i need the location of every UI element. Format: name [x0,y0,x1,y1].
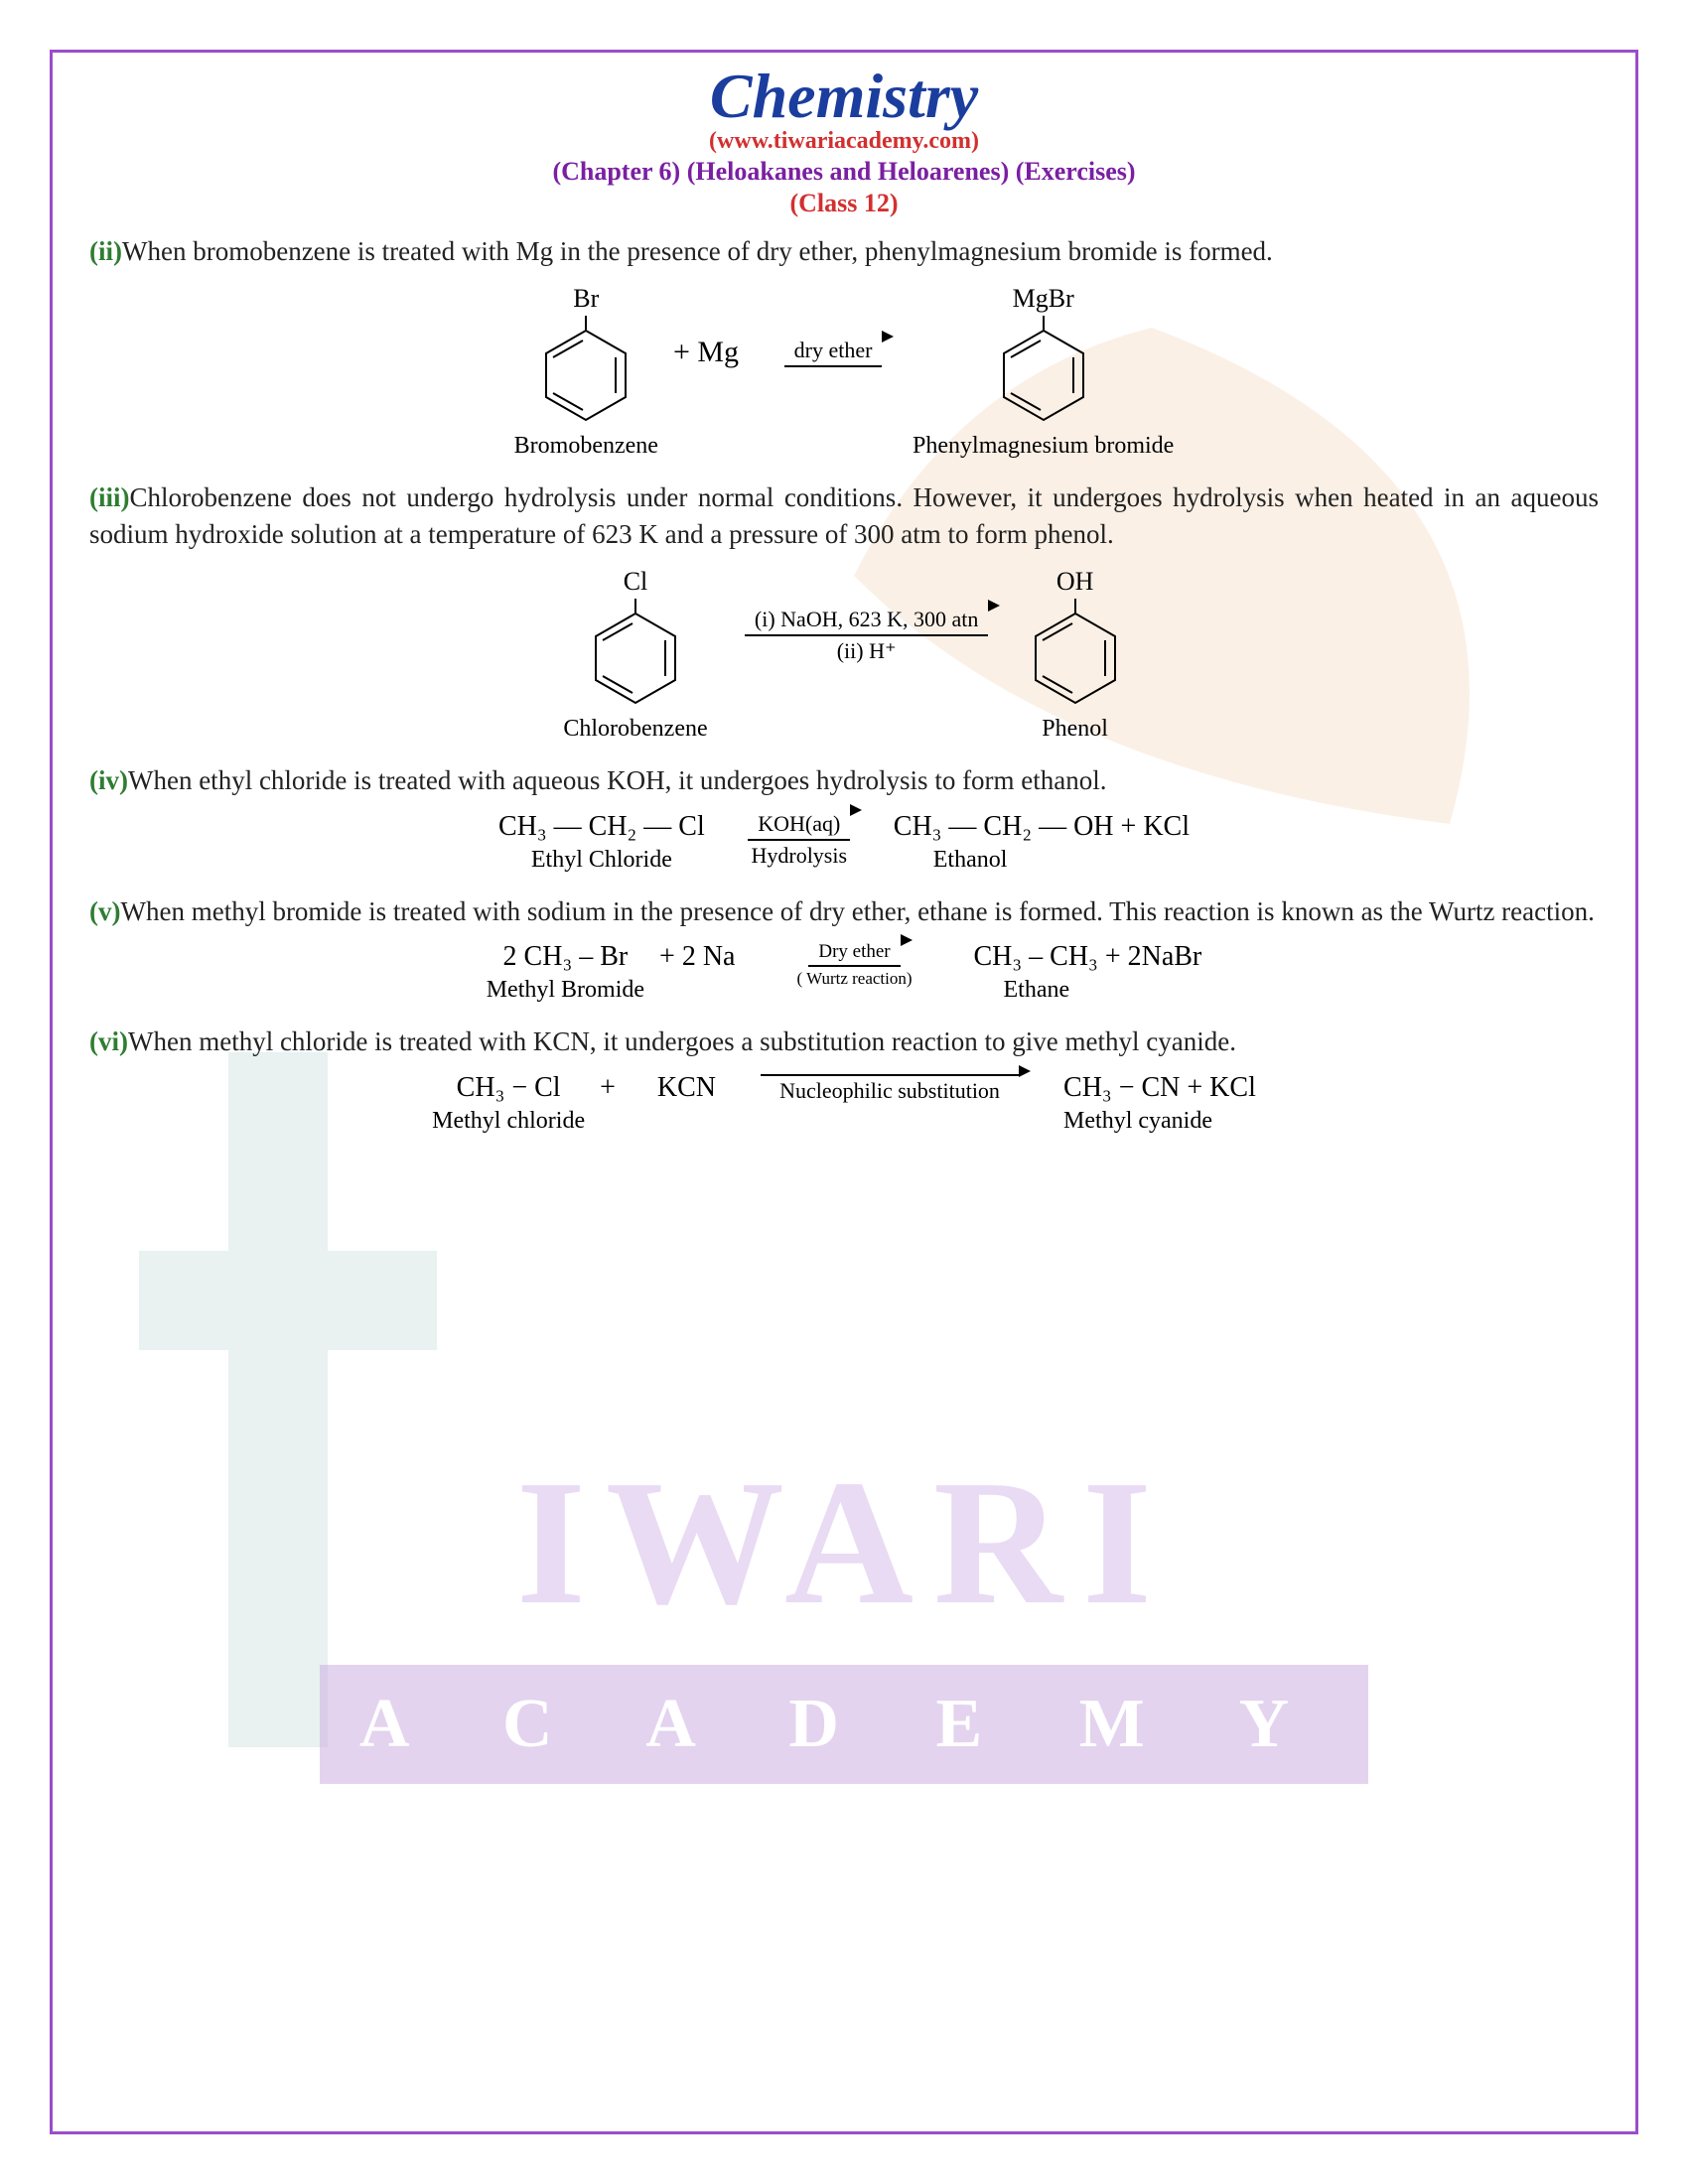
product-vi-caption: Methyl cyanide [1063,1108,1212,1135]
website-link[interactable]: (www.tiwariacademy.com) [89,128,1599,155]
item-vi-equation: CH₃ − Cl Methyl chloride + KCN Nucleophi… [89,1072,1599,1135]
item-ii-diagram: Br Bromobenzene + Mg dry ether MgBr [89,284,1599,460]
item-iii: (iii)Chlorobenzene does not undergo hydr… [89,479,1599,743]
benzene-icon [1026,599,1125,708]
reactant-vi-formula: CH₃ − Cl [457,1072,561,1104]
item-ii-num: (ii) [89,236,122,266]
reagent-v-formula: + 2 Na [659,941,735,973]
product-v: CH₃ – CH₃ + 2NaBr Ethane [974,941,1202,1004]
benzene-icon [994,316,1093,425]
item-vi-num: (vi) [89,1026,128,1056]
reactant-ii-top: Br [573,284,599,314]
reactant-iv-formula: CH₃ — CH₂ — Cl [498,811,705,843]
arrow-iii: (i) NaOH, 623 K, 300 atn (ii) H⁺ [728,607,1006,664]
arrow-v-bottom: ( Wurtz reaction) [786,967,921,989]
reactant-vi-caption: Methyl chloride [432,1108,585,1135]
reagent-v: + 2 Na [659,941,735,973]
item-vi: (vi)When methyl chloride is treated with… [89,1024,1599,1134]
reactant-iv-caption: Ethyl Chloride [531,847,672,874]
product-iv-formula: CH₃ — CH₂ — OH + KCl [894,811,1190,843]
benzene-icon [586,599,685,708]
product-vi-formula: CH₃ − CN + KCl [1063,1072,1256,1104]
arrow-iii-top: (i) NaOH, 623 K, 300 atn [745,607,988,636]
item-iv: (iv)When ethyl chloride is treated with … [89,762,1599,873]
arrow-iv-top: KOH(aq) [748,811,850,841]
reagent-vi-formula: + KCN [600,1072,716,1104]
item-ii-text: (ii)When bromobenzene is treated with Mg… [89,233,1599,269]
reactant-v: 2 CH₃ – Br Methyl Bromide [487,941,644,1004]
item-ii: (ii)When bromobenzene is treated with Mg… [89,233,1599,460]
product-ii: MgBr Phenylmagnesium bromide [913,284,1174,460]
content: Chemistry (www.tiwariacademy.com) (Chapt… [89,60,1599,1155]
reactant-v-caption: Methyl Bromide [487,977,644,1004]
product-iii-top: OH [1056,567,1094,597]
reactant-iii: Cl Chlorobenzene [563,567,707,743]
page-title: Chemistry [89,60,1599,133]
reactant-v-formula: 2 CH₃ – Br [503,941,629,973]
chapter-info: (Chapter 6) (Heloakanes and Heloarenes) … [89,157,1599,187]
arrow-iv-bottom: Hydrolysis [741,841,857,869]
reactant-iv: CH₃ — CH₂ — Cl Ethyl Chloride [498,811,705,874]
arrow-vi-top [761,1072,1019,1076]
item-iv-equation: CH₃ — CH₂ — Cl Ethyl Chloride KOH(aq) Hy… [89,811,1599,874]
arrow-ii-top: dry ether [784,338,883,367]
arrow-vi-bottom: Nucleophilic substitution [770,1076,1010,1104]
item-iii-text: (iii)Chlorobenzene does not undergo hydr… [89,479,1599,552]
benzene-icon [536,316,635,425]
item-iii-num: (iii) [89,482,130,512]
arrow-iv: KOH(aq) Hydrolysis [740,811,859,869]
reactant-ii-caption: Bromobenzene [514,433,658,460]
item-iv-text: (iv)When ethyl chloride is treated with … [89,762,1599,798]
product-ii-caption: Phenylmagnesium bromide [913,433,1174,460]
reactant-iii-caption: Chlorobenzene [563,716,707,743]
reagent-ii: + Mg [673,336,739,369]
arrow-v-top: Dry ether [808,941,900,967]
class-info: (Class 12) [89,189,1599,218]
product-iii-caption: Phenol [1042,716,1108,743]
reagent-vi: + KCN [600,1072,716,1104]
arrow-ii: dry ether [774,338,893,367]
reactant-iii-top: Cl [624,567,648,597]
product-iv: CH₃ — CH₂ — OH + KCl Ethanol [894,811,1190,874]
arrow-v: Dry ether ( Wurtz reaction) [771,941,939,989]
arrow-iii-bottom: (ii) H⁺ [827,636,907,664]
arrow-vi: Nucleophilic substitution [751,1072,1029,1104]
item-v-num: (v) [89,896,120,926]
item-vi-text: (vi)When methyl chloride is treated with… [89,1024,1599,1059]
product-v-formula: CH₃ – CH₃ + 2NaBr [974,941,1202,973]
product-v-caption: Ethane [1004,977,1070,1004]
reactant-ii: Br Bromobenzene [514,284,658,460]
product-iv-caption: Ethanol [933,847,1008,874]
item-iii-diagram: Cl Chlorobenzene (i) NaOH, 623 K, 300 at… [89,567,1599,743]
reactant-vi: CH₃ − Cl Methyl chloride [432,1072,585,1135]
product-vi: CH₃ − CN + KCl Methyl cyanide [1063,1072,1256,1135]
item-v: (v)When methyl bromide is treated with s… [89,893,1599,1004]
item-v-equation: 2 CH₃ – Br Methyl Bromide + 2 Na Dry eth… [89,941,1599,1004]
item-v-text: (v)When methyl bromide is treated with s… [89,893,1599,929]
product-ii-top: MgBr [1013,284,1074,314]
item-iv-num: (iv) [89,765,128,795]
product-iii: OH Phenol [1026,567,1125,743]
